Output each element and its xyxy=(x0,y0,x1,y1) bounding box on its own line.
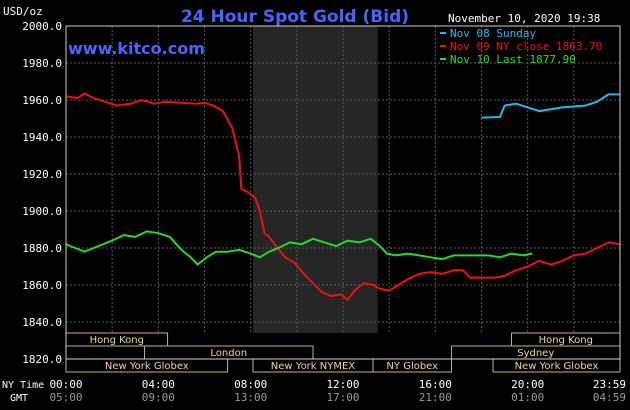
x-tick-label-ny: 23:59 xyxy=(593,378,626,391)
market-session-label: Sydney xyxy=(517,348,554,359)
x-tick-label-gmt: 13:00 xyxy=(234,391,267,404)
x-tick-label-gmt: 09:00 xyxy=(142,391,175,404)
x-tick-label-ny: 08:00 xyxy=(234,378,267,391)
series-line-1 xyxy=(65,92,621,301)
x-tick-label-ny: 16:00 xyxy=(419,378,452,391)
legend-entry: Nov 08 Sunday xyxy=(450,27,536,40)
market-session-label: Hong Kong xyxy=(90,335,144,346)
x-tick-label-gmt: 04:59 xyxy=(593,391,626,404)
y-tick-label: 1820.0 xyxy=(22,353,62,366)
x-axis-row-label-ny: NY Time xyxy=(2,380,44,391)
x-tick-label-ny: 04:00 xyxy=(142,378,175,391)
shaded-session xyxy=(252,26,378,333)
y-tick-label: 1980.0 xyxy=(22,57,62,70)
market-session-label: NY Globex xyxy=(386,361,438,372)
x-tick-label-ny: 20:00 xyxy=(511,378,544,391)
x-tick-label-gmt: 01:00 xyxy=(511,391,544,404)
y-tick-label: 1840.0 xyxy=(22,316,62,329)
y-tick-label: 1860.0 xyxy=(22,279,62,292)
market-session-label: New York NYMEX xyxy=(271,361,356,372)
series-line-0 xyxy=(481,93,620,119)
legend-entry: Nov 10 Last 1877.90 xyxy=(450,53,576,66)
kitco-watermark: www.kitco.com xyxy=(68,39,205,58)
y-tick-label: 1900.0 xyxy=(22,205,62,218)
chart-datetime: November 10, 2020 19:38 xyxy=(448,12,600,25)
y-axis-label: USD/oz xyxy=(3,5,43,18)
y-tick-label: 1960.0 xyxy=(22,94,62,107)
market-session-label: London xyxy=(210,348,247,359)
market-session-label: Hong Kong xyxy=(539,335,593,346)
y-tick-label: 1920.0 xyxy=(22,168,62,181)
plot-border xyxy=(65,25,621,360)
market-session-label: New York Globex xyxy=(515,361,599,372)
y-tick-label: 1940.0 xyxy=(22,131,62,144)
x-tick-label-gmt: 17:00 xyxy=(326,391,359,404)
x-axis-row-label-gmt: GMT xyxy=(10,393,28,404)
chart-title: 24 Hour Spot Gold (Bid) xyxy=(181,7,409,27)
x-tick-label-ny: 00:00 xyxy=(49,378,82,391)
x-tick-label-gmt: 21:00 xyxy=(419,391,452,404)
x-tick-label-gmt: 05:00 xyxy=(49,391,82,404)
series-line-2 xyxy=(65,230,533,266)
y-tick-label: 1880.0 xyxy=(22,242,62,255)
x-tick-label-ny: 12:00 xyxy=(326,378,359,391)
legend-entry: Nov 09 NY close 1863.70 xyxy=(450,40,602,53)
market-session-label: New York Globex xyxy=(105,361,189,372)
y-tick-label: 2000.0 xyxy=(22,20,62,33)
